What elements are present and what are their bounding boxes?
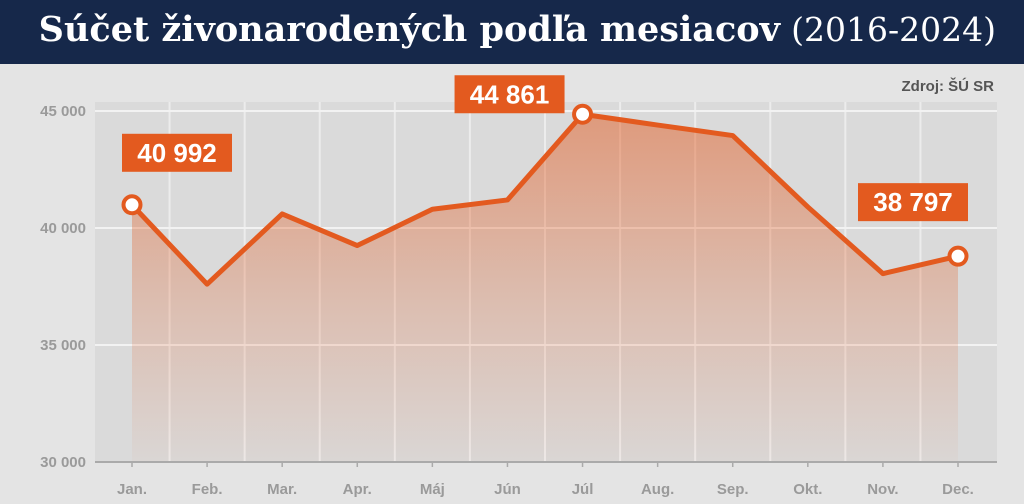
axis-layer: 30 000 35 000 40 000 45 000 Jan. Feb. Mar. Apr.… [40, 103, 997, 498]
x-tick-label: Apr. [343, 481, 372, 498]
chart-title-main: Súčet živonarodených podľa mesiacov [38, 9, 780, 50]
y-tick-label: 30 000 [40, 454, 86, 471]
chart-title: Súčet živonarodených podľa mesiacov (201… [39, 6, 996, 54]
area-layer [132, 114, 958, 463]
y-tick-label: 45 000 [40, 103, 86, 120]
value-callout-label: 40 992 [137, 138, 217, 168]
value-callout-box [454, 75, 565, 114]
area-fill [132, 114, 958, 463]
series-line [129, 111, 961, 287]
value-callout-label: 38 797 [873, 187, 953, 217]
header-bar: Súčet živonarodených podľa mesiacov (201… [0, 0, 1024, 64]
source-label: Zdroj: ŠÚ SR [901, 78, 995, 95]
data-point-marker [572, 103, 594, 125]
value-callout-label: 44 861 [470, 79, 550, 109]
y-tick-label: 35 000 [40, 337, 86, 354]
x-tick-label: Nov. [867, 481, 898, 498]
value-callout-box [858, 183, 968, 222]
x-tick-label: Feb. [192, 481, 223, 498]
x-tick-label: Mar. [267, 481, 297, 498]
x-tick-label: Jún [494, 481, 521, 498]
y-tick-label: 40 000 [40, 220, 86, 237]
callout-layer: 40 992 44 861 38 797 [121, 75, 969, 267]
x-tick-label: Aug. [641, 481, 674, 498]
line-layer [129, 111, 961, 287]
x-tick-label: Sep. [717, 481, 749, 498]
x-tick-label: Dec. [942, 481, 974, 498]
data-point-marker [121, 194, 143, 216]
x-tick-label: Jan. [117, 481, 147, 498]
data-point-marker [947, 245, 969, 267]
value-callout-box [122, 133, 232, 172]
chart-title-years: (2016-2024) [791, 10, 996, 49]
x-tick-label: Júl [572, 481, 594, 498]
x-tick-label: Máj [420, 481, 445, 498]
x-tick-label: Okt. [793, 481, 822, 498]
